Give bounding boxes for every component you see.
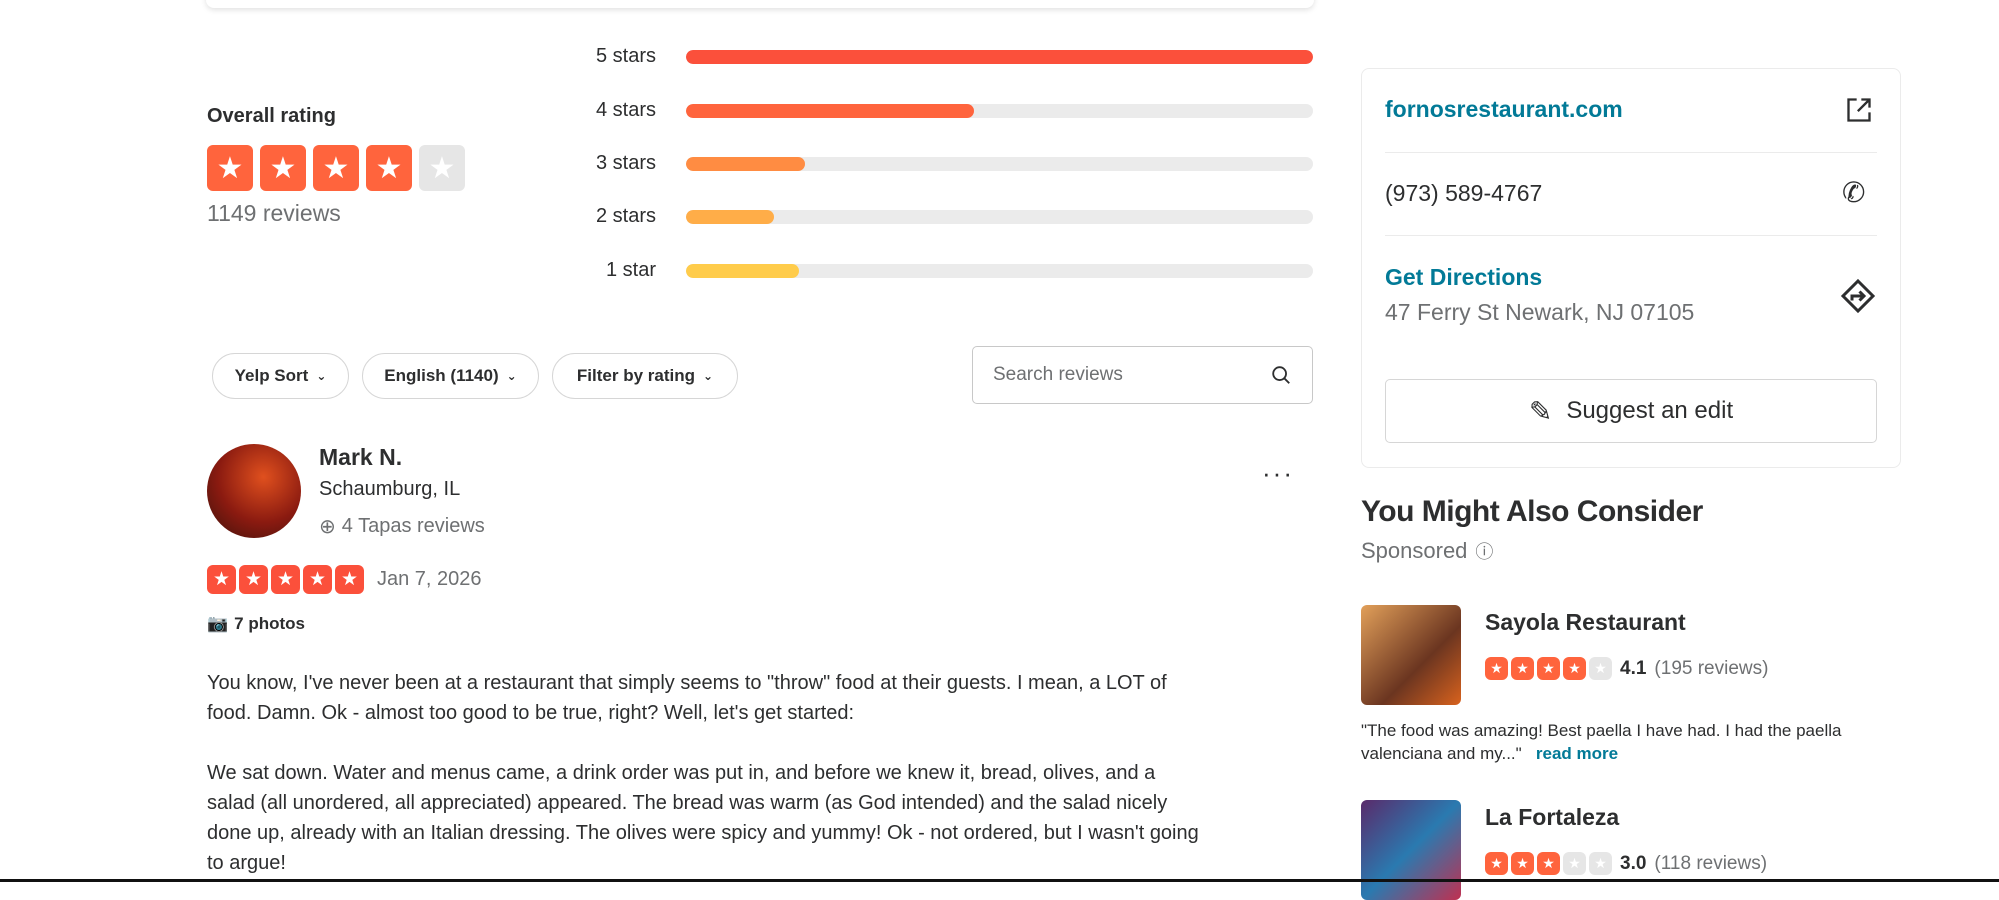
reviewer-badge: ⊕ 4 Tapas reviews	[319, 514, 485, 539]
divider	[1385, 235, 1877, 236]
reviewer-name[interactable]: Mark N.	[319, 444, 403, 470]
bar-label: 3 stars	[595, 152, 656, 174]
pencil-icon: ✎	[1528, 395, 1553, 427]
phone-icon[interactable]: ✆	[1842, 177, 1866, 208]
rating-bar[interactable]	[686, 50, 1313, 64]
address: 47 Ferry St Newark, NJ 07105	[1385, 299, 1695, 325]
yelp-sort-dropdown[interactable]: Yelp Sort ⌄	[212, 353, 349, 399]
business-info-card	[1361, 68, 1901, 468]
language-dropdown[interactable]: English (1140) ⌄	[362, 353, 539, 399]
badge-icon: ⊕	[319, 516, 336, 538]
star-icon: ★	[1511, 657, 1534, 680]
star-icon: ★	[260, 145, 306, 191]
quote-text: "The food was amazing! Best paella I hav…	[1361, 721, 1842, 763]
rating-bar[interactable]	[686, 210, 1313, 224]
star-icon: ★	[1589, 852, 1612, 875]
bar-label: 4 stars	[595, 99, 656, 121]
bar-label: 2 stars	[595, 205, 656, 227]
badge-text: 4 Tapas reviews	[341, 515, 485, 537]
star-icon: ★	[1563, 852, 1586, 875]
overall-rating-stars: ★ ★ ★ ★ ★	[207, 145, 465, 191]
review-count: (195 reviews)	[1654, 657, 1769, 679]
get-directions-link[interactable]: Get Directions	[1385, 264, 1543, 290]
rating-bar-fill	[686, 264, 799, 278]
rating-bar-fill	[686, 157, 806, 171]
rating-value: 3.0	[1620, 852, 1647, 874]
overall-rating-label: Overall rating	[207, 105, 336, 127]
star-icon: ★	[366, 145, 412, 191]
star-icon: ★	[1537, 657, 1560, 680]
star-icon: ★	[1589, 657, 1612, 680]
star-icon: ★	[335, 565, 364, 594]
star-icon: ★	[1563, 657, 1586, 680]
review-count: (118 reviews)	[1654, 852, 1768, 874]
bottom-edge	[0, 879, 1999, 882]
sort-label: Yelp Sort	[234, 366, 309, 385]
chevron-down-icon: ⌄	[506, 369, 517, 383]
star-icon: ★	[1485, 657, 1508, 680]
consider-title: You Might Also Consider	[1361, 495, 1703, 528]
star-icon: ★	[1485, 852, 1508, 875]
review-paragraph: We sat down. Water and menus came, a dri…	[207, 762, 1199, 874]
external-link-icon[interactable]	[1845, 96, 1873, 124]
suggest-edit-label: Suggest an edit	[1566, 397, 1734, 424]
review-stars: ★ ★ ★ ★ ★	[207, 565, 364, 594]
photos-count: 7 photos	[234, 614, 306, 633]
search-icon[interactable]	[1270, 364, 1292, 386]
rating-bar[interactable]	[686, 104, 1313, 118]
suggestion-name[interactable]: La Fortaleza	[1485, 804, 1620, 830]
suggestion-rating: ★ ★ ★ ★ ★ 3.0 (118 reviews)	[1485, 852, 1767, 875]
suggestion-rating: ★ ★ ★ ★ ★ 4.1 (195 reviews)	[1485, 657, 1768, 680]
suggestion-quote: "The food was amazing! Best paella I hav…	[1361, 719, 1891, 765]
previous-card	[206, 0, 1314, 8]
suggestion-name[interactable]: Sayola Restaurant	[1485, 609, 1686, 635]
rating-bar-fill	[686, 50, 1313, 64]
bar-label: 5 stars	[595, 45, 656, 67]
divider	[1385, 152, 1877, 153]
star-icon: ★	[1537, 852, 1560, 875]
chevron-down-icon: ⌄	[703, 369, 714, 383]
search-placeholder: Search reviews	[993, 364, 1123, 385]
rating-bar-fill	[686, 104, 975, 118]
review-date: Jan 7, 2026	[377, 568, 482, 590]
la-fortaleza-image[interactable]	[1361, 800, 1461, 900]
suggestion-stars: ★ ★ ★ ★ ★	[1485, 852, 1612, 875]
review-count: 1149 reviews	[207, 200, 341, 226]
more-options-icon[interactable]: ···	[1262, 458, 1294, 488]
website-link[interactable]: fornosrestaurant.com	[1385, 96, 1623, 122]
star-icon: ★	[271, 565, 300, 594]
directions-icon[interactable]	[1840, 278, 1876, 314]
read-more-link[interactable]: read more	[1535, 744, 1619, 763]
filter-by-rating-dropdown[interactable]: Filter by rating ⌄	[552, 353, 738, 399]
camera-icon: 📷	[207, 614, 229, 633]
info-icon[interactable]: ⓘ	[1475, 542, 1494, 562]
rating-filter-label: Filter by rating	[576, 366, 695, 385]
rating-bar[interactable]	[686, 157, 1313, 171]
star-icon: ★	[1511, 852, 1534, 875]
review-paragraph: You know, I've never been at a restauran…	[207, 672, 1167, 724]
rating-bar-fill	[686, 210, 774, 224]
sponsored-label: Sponsored ⓘ	[1361, 538, 1493, 564]
suggest-edit-button[interactable]: ✎ Suggest an edit	[1385, 379, 1877, 443]
rating-value: 4.1	[1620, 657, 1647, 679]
star-icon: ★	[239, 565, 268, 594]
bar-label: 1 star	[605, 259, 656, 281]
star-icon: ★	[419, 145, 465, 191]
star-icon: ★	[313, 145, 359, 191]
star-icon: ★	[207, 145, 253, 191]
phone-number: (973) 589-4767	[1385, 180, 1543, 206]
reviewer-location: Schaumburg, IL	[319, 478, 461, 500]
suggestion-stars: ★ ★ ★ ★ ★	[1485, 657, 1612, 680]
star-icon: ★	[303, 565, 332, 594]
photos-link[interactable]: 📷 7 photos	[207, 614, 305, 634]
avatar[interactable]	[207, 444, 301, 538]
star-icon: ★	[207, 565, 236, 594]
sayola-image[interactable]	[1361, 605, 1461, 705]
chevron-down-icon: ⌄	[316, 369, 327, 383]
rating-bar[interactable]	[686, 264, 1313, 278]
sponsored-text: Sponsored	[1361, 538, 1468, 563]
search-reviews-input[interactable]: Search reviews	[972, 346, 1313, 404]
language-label: English (1140)	[384, 366, 499, 385]
